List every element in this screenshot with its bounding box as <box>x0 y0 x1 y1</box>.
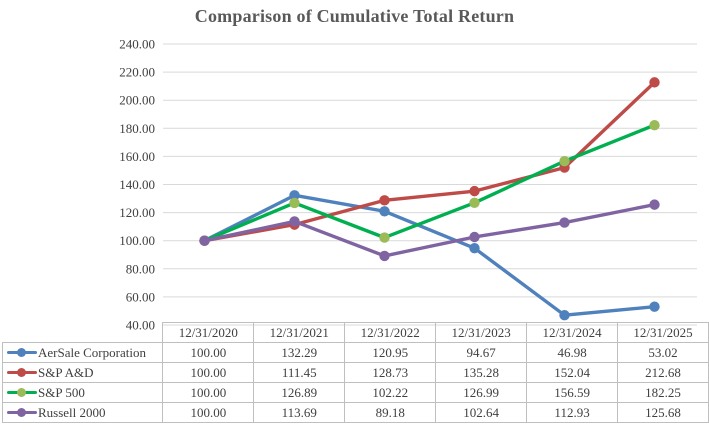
data-point-marker <box>469 242 480 254</box>
table-value-cell: 156.59 <box>526 382 619 403</box>
legend-cell: Russell 2000 <box>1 402 164 423</box>
table-value-cell: 126.89 <box>253 382 346 403</box>
series-marker-icon <box>7 348 37 358</box>
data-point-marker <box>199 235 210 246</box>
table-row: Russell 2000 100.00 113.69 89.18 102.64 112.9… <box>1 402 709 423</box>
table-value-cell: 100.00 <box>162 362 255 383</box>
series-line <box>202 193 657 317</box>
data-point-marker <box>559 155 570 167</box>
x-axis-date-label: 12/31/2021 <box>253 322 346 343</box>
x-axis-date-label: 12/31/2023 <box>435 322 528 343</box>
table-row: S&P A&D 100.00 111.45 128.73 135.28 152.04 212… <box>1 362 709 383</box>
table-value-cell: 182.25 <box>617 382 709 403</box>
table-value-cell: 102.22 <box>344 382 437 403</box>
table-value-cell: 126.99 <box>435 382 528 403</box>
series-line <box>202 202 657 258</box>
table-value-cell: 100.00 <box>162 382 255 403</box>
y-tick-label: 200.00 <box>119 93 155 108</box>
data-point-marker <box>469 231 480 243</box>
chart-title: Comparison of Cumulative Total Return <box>194 6 515 26</box>
table-value-cell: 125.68 <box>617 402 709 423</box>
table-value-cell: 89.18 <box>344 402 437 423</box>
series-marker-icon <box>7 408 37 418</box>
data-point-marker <box>379 250 390 262</box>
table-value-cell: 100.00 <box>162 342 255 363</box>
y-tick-label: 160.00 <box>119 149 155 164</box>
data-point-marker <box>469 197 480 208</box>
data-point-marker <box>289 190 300 201</box>
chart-data-table: 12/31/2020 12/31/2021 12/31/2022 12/31/2023… <box>1 322 709 423</box>
data-point-marker <box>379 232 390 243</box>
table-value-cell: 135.28 <box>435 362 528 383</box>
table-corner-cell <box>3 323 163 343</box>
table-value-cell: 113.69 <box>253 402 346 423</box>
data-point-marker <box>289 216 300 227</box>
table-value-cell: 132.29 <box>253 342 346 363</box>
y-tick-label: 120.00 <box>119 205 155 220</box>
y-tick-label: 240.00 <box>119 37 155 52</box>
series-name-label: S&P A&D <box>38 364 94 380</box>
legend-cell: AerSale Corporation <box>1 342 164 363</box>
series-name-label: AerSale Corporation <box>38 344 146 360</box>
series-name-label: Russell 2000 <box>38 404 106 420</box>
legend-cell: S&P 500 <box>1 382 164 403</box>
x-axis-date-label: 12/31/2024 <box>526 322 619 343</box>
data-point-marker <box>379 206 390 217</box>
table-header-row: 12/31/2020 12/31/2021 12/31/2022 12/31/2023… <box>3 322 709 343</box>
data-point-marker <box>649 77 660 88</box>
data-point-marker <box>649 119 660 131</box>
series-line <box>202 123 657 243</box>
table-value-cell: 212.68 <box>617 362 709 383</box>
y-tick-label: 180.00 <box>119 121 155 136</box>
y-tick-label: 60.00 <box>126 289 155 304</box>
table-value-cell: 112.93 <box>526 402 619 423</box>
table-value-cell: 128.73 <box>344 362 437 383</box>
y-tick-label: 80.00 <box>126 261 155 276</box>
table-value-cell: 152.04 <box>526 362 619 383</box>
table-value-cell: 53.02 <box>617 342 709 363</box>
x-axis-date-label: 12/31/2020 <box>162 322 255 343</box>
data-point-marker <box>469 185 480 197</box>
table-value-cell: 102.64 <box>435 402 528 423</box>
table-value-cell: 111.45 <box>253 362 346 383</box>
y-tick-label: 40.00 <box>126 318 155 333</box>
y-tick-label: 140.00 <box>119 177 155 192</box>
data-point-marker <box>379 195 390 206</box>
data-point-marker <box>559 309 570 321</box>
y-tick-label: 100.00 <box>119 233 155 248</box>
table-value-cell: 46.98 <box>526 342 619 363</box>
table-value-cell: 120.95 <box>344 342 437 363</box>
data-point-marker <box>559 217 570 228</box>
table-value-cell: 94.67 <box>435 342 528 363</box>
table-row: S&P 500 100.00 126.89 102.22 126.99 156.59 182… <box>1 382 709 403</box>
table-row: AerSale Corporation 100.00 132.29 120.95 94.… <box>1 342 709 363</box>
legend-cell: S&P A&D <box>1 362 164 383</box>
data-point-marker <box>289 197 300 209</box>
series-name-label: S&P 500 <box>38 384 85 400</box>
data-point-marker <box>649 301 660 312</box>
data-point-marker <box>649 199 660 210</box>
series-marker-icon <box>7 388 37 398</box>
y-tick-label: 220.00 <box>119 65 155 80</box>
table-value-cell: 100.00 <box>162 402 255 423</box>
series-marker-icon <box>7 368 37 378</box>
line-chart-plot-area: 240.00 220.00 200.00 180.00 160.00 140.00 120.… <box>119 37 697 333</box>
x-axis-date-label: 12/31/2022 <box>344 322 437 343</box>
x-axis-date-label: 12/31/2025 <box>617 322 709 343</box>
